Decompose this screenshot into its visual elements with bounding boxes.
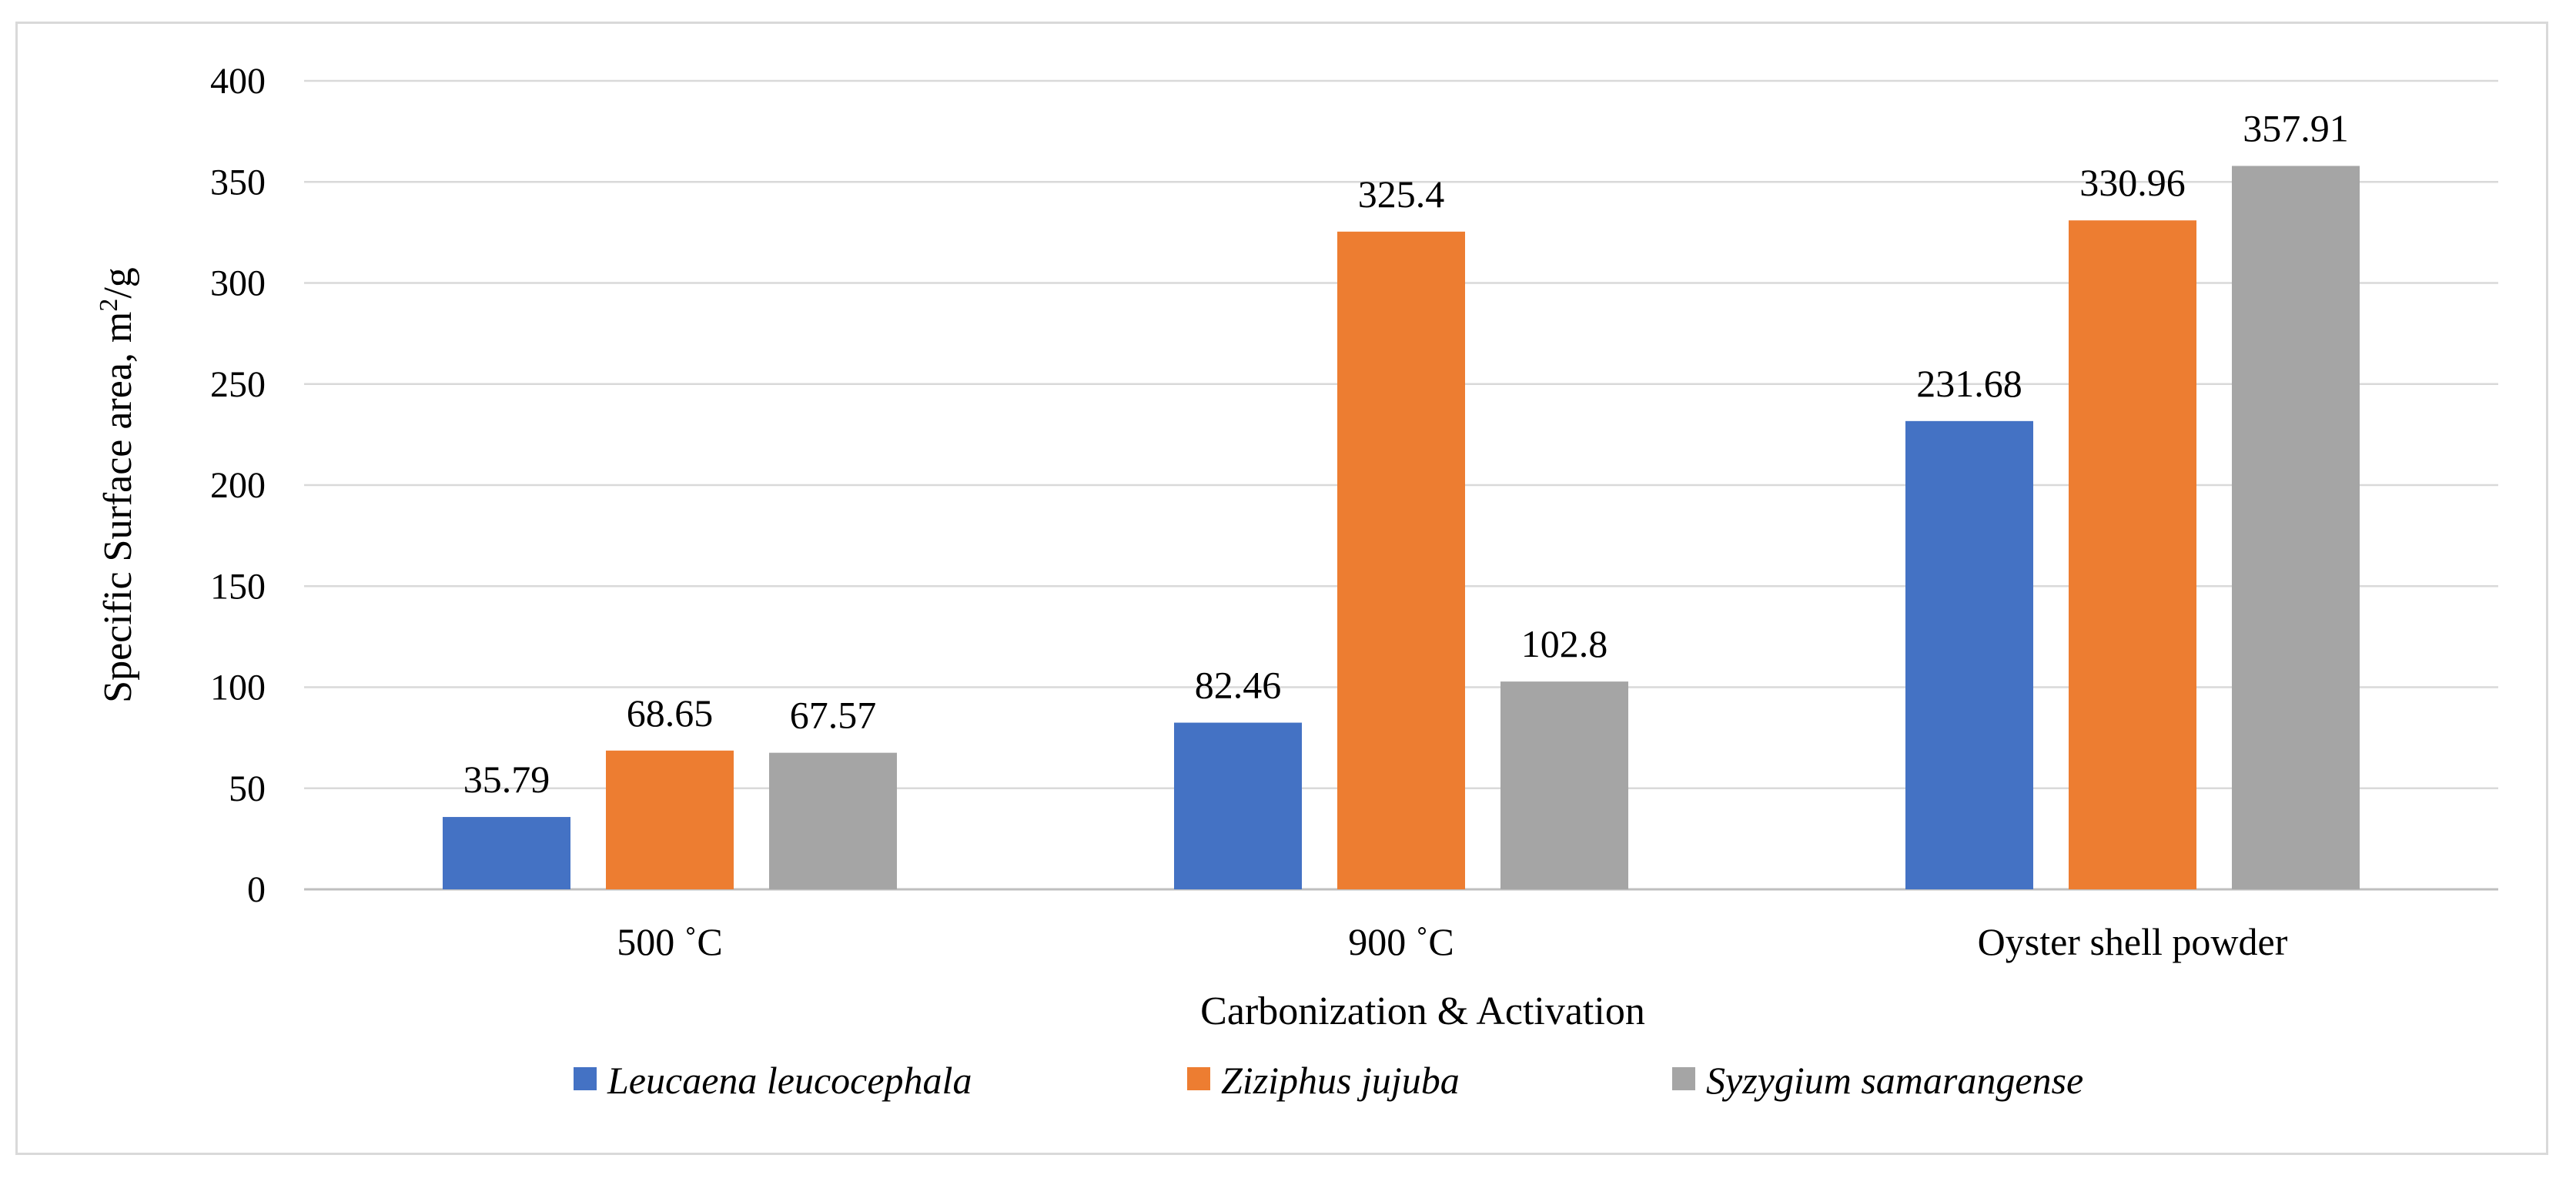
- bar-2-3: [2069, 220, 2196, 890]
- bar-1-3: [1905, 420, 2033, 889]
- data-label-1-2: 82.46: [1195, 664, 1282, 707]
- bar-2-2: [1337, 231, 1465, 889]
- legend-swatch-2: [1187, 1067, 1210, 1090]
- data-label-1-3: 231.68: [1916, 362, 2022, 405]
- y-tick-250: 250: [210, 364, 266, 405]
- bar-3-1: [769, 752, 897, 889]
- data-label-3-3: 357.91: [2243, 106, 2349, 149]
- y-tick-200: 200: [210, 465, 266, 506]
- bar-1-1: [443, 817, 570, 889]
- y-tick-50: 50: [229, 768, 266, 809]
- x-category-1: 500 ˚C: [617, 920, 723, 963]
- bar-2-1: [606, 750, 734, 889]
- x-category-3: Oyster shell powder: [1978, 920, 2288, 963]
- legend: Leucaena leucocephala Ziziphus jujuba Syzy…: [574, 1059, 2083, 1102]
- x-axis-label: Carbonization & Activation: [1200, 989, 1645, 1033]
- bar-1-2: [1174, 722, 1302, 889]
- y-tick-400: 400: [210, 61, 266, 102]
- y-tick-300: 300: [210, 263, 266, 304]
- bars: [443, 166, 2360, 890]
- y-tick-0: 0: [247, 869, 266, 910]
- y-axis-ticks: 0 50 100 150 200 250 300 350 400: [210, 61, 266, 910]
- legend-swatch-3: [1672, 1067, 1695, 1090]
- bar-3-2: [1500, 681, 1628, 889]
- legend-label-2: Ziziphus jujuba: [1221, 1059, 1460, 1102]
- data-label-1-1: 35.79: [463, 758, 550, 801]
- legend-label-3: Syzygium samarangense: [1706, 1059, 2083, 1102]
- x-category-2: 900 ˚C: [1348, 920, 1454, 963]
- y-axis-label: Specific Surface area, m2/g: [95, 267, 141, 703]
- data-label-3-2: 102.8: [1521, 622, 1608, 665]
- x-axis-categories: 500 ˚C 900 ˚C Oyster shell powder: [617, 920, 2287, 963]
- data-label-3-1: 67.57: [790, 694, 877, 737]
- data-label-2-1: 68.65: [627, 691, 714, 735]
- y-tick-150: 150: [210, 566, 266, 607]
- y-tick-100: 100: [210, 668, 266, 708]
- y-tick-350: 350: [210, 162, 266, 203]
- data-label-2-2: 325.4: [1358, 172, 1445, 216]
- legend-label-1: Leucaena leucocephala: [607, 1059, 972, 1102]
- data-labels: 35.79 68.65 67.57 82.46 325.4 102.8 231.68 330.…: [463, 106, 2349, 801]
- bar-3-3: [2232, 166, 2360, 889]
- legend-swatch-1: [574, 1067, 597, 1090]
- data-label-2-3: 330.96: [2079, 161, 2186, 204]
